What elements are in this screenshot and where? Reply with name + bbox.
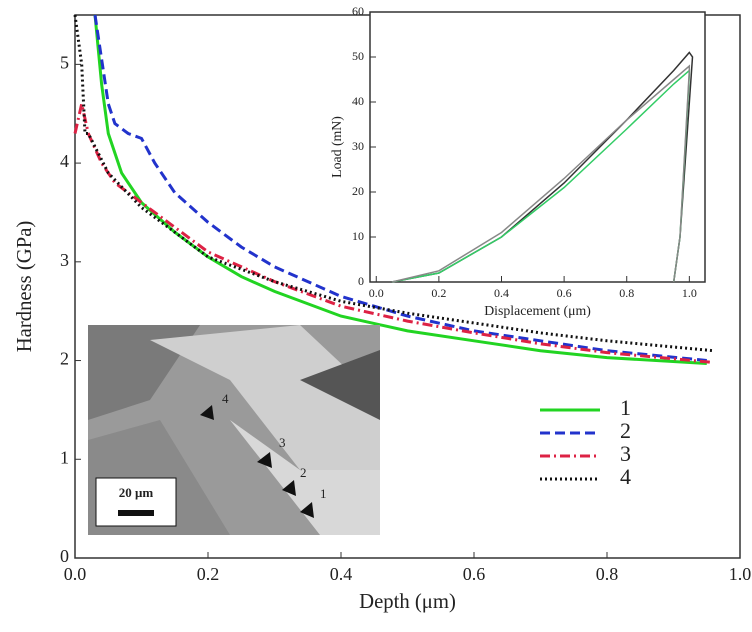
legend-label: 4 (620, 464, 631, 489)
x-tick-label: 0.0 (369, 286, 384, 300)
series-line (391, 64, 691, 283)
y-tick-label: 4 (60, 151, 69, 171)
indent (282, 480, 296, 496)
y-tick-label: 60 (352, 4, 364, 18)
x-axis-label: Depth (μm) (359, 591, 456, 613)
x-tick-label: 0.4 (330, 564, 353, 584)
y-tick-label: 3 (60, 250, 69, 270)
x-axis-label: Displacement (μm) (484, 303, 591, 319)
plot-bg (370, 12, 705, 282)
axes-frame (369, 11, 706, 283)
x-tick-label: 0.2 (197, 564, 220, 584)
y-tick-label: 0 (358, 274, 364, 288)
y-axis-label: Load (mN) (329, 116, 345, 178)
y-tick-label: 10 (352, 229, 364, 243)
legend-label: 1 (620, 395, 631, 420)
y-tick-label: 1 (60, 447, 69, 467)
series-line (93, 14, 707, 362)
y-tick-label: 30 (352, 139, 364, 153)
indent (200, 405, 214, 420)
grain (230, 420, 380, 535)
x-tick-label: 0.4 (494, 286, 509, 300)
x-tick-label: 0.0 (64, 564, 87, 584)
y-tick-label: 50 (352, 49, 364, 63)
indent (257, 452, 272, 468)
x-tick-label: 0.8 (619, 286, 634, 300)
grain (150, 325, 380, 470)
y-tick-label: 2 (60, 349, 69, 369)
micrograph: 4 3 2 1 20 μm (88, 325, 380, 535)
scale-bar (118, 510, 154, 516)
indent (300, 502, 314, 518)
y-tick-label: 5 (60, 52, 69, 72)
indent-label: 2 (300, 465, 307, 480)
y-axis-label: Hardness (GPa) (14, 221, 36, 353)
scale-box (95, 477, 177, 527)
scale-label: 20 μm (119, 485, 154, 500)
y-tick-label: 0 (60, 546, 69, 566)
x-tick-label: 0.6 (463, 564, 486, 584)
x-tick-label: 0.2 (431, 286, 446, 300)
grain (300, 350, 380, 420)
x-tick-label: 1.0 (729, 564, 752, 584)
indent-label: 3 (279, 435, 286, 450)
legend-label: 2 (620, 418, 631, 443)
x-tick-label: 1.0 (682, 286, 697, 300)
series-line (73, 14, 714, 353)
inset-plot: 0.0 0.2 0.4 0.6 0.8 1.0 0 10 20 30 40 50 60 Displacem… (329, 4, 706, 319)
series-line (93, 14, 707, 365)
indent-label: 4 (222, 391, 229, 406)
y-tick-label: 40 (352, 94, 364, 108)
y-tick-label: 20 (352, 184, 364, 198)
x-tick-label: 0.6 (557, 286, 572, 300)
indent-label: 1 (320, 486, 327, 501)
legend-label: 3 (620, 441, 631, 466)
x-tick-label: 0.8 (596, 564, 619, 584)
